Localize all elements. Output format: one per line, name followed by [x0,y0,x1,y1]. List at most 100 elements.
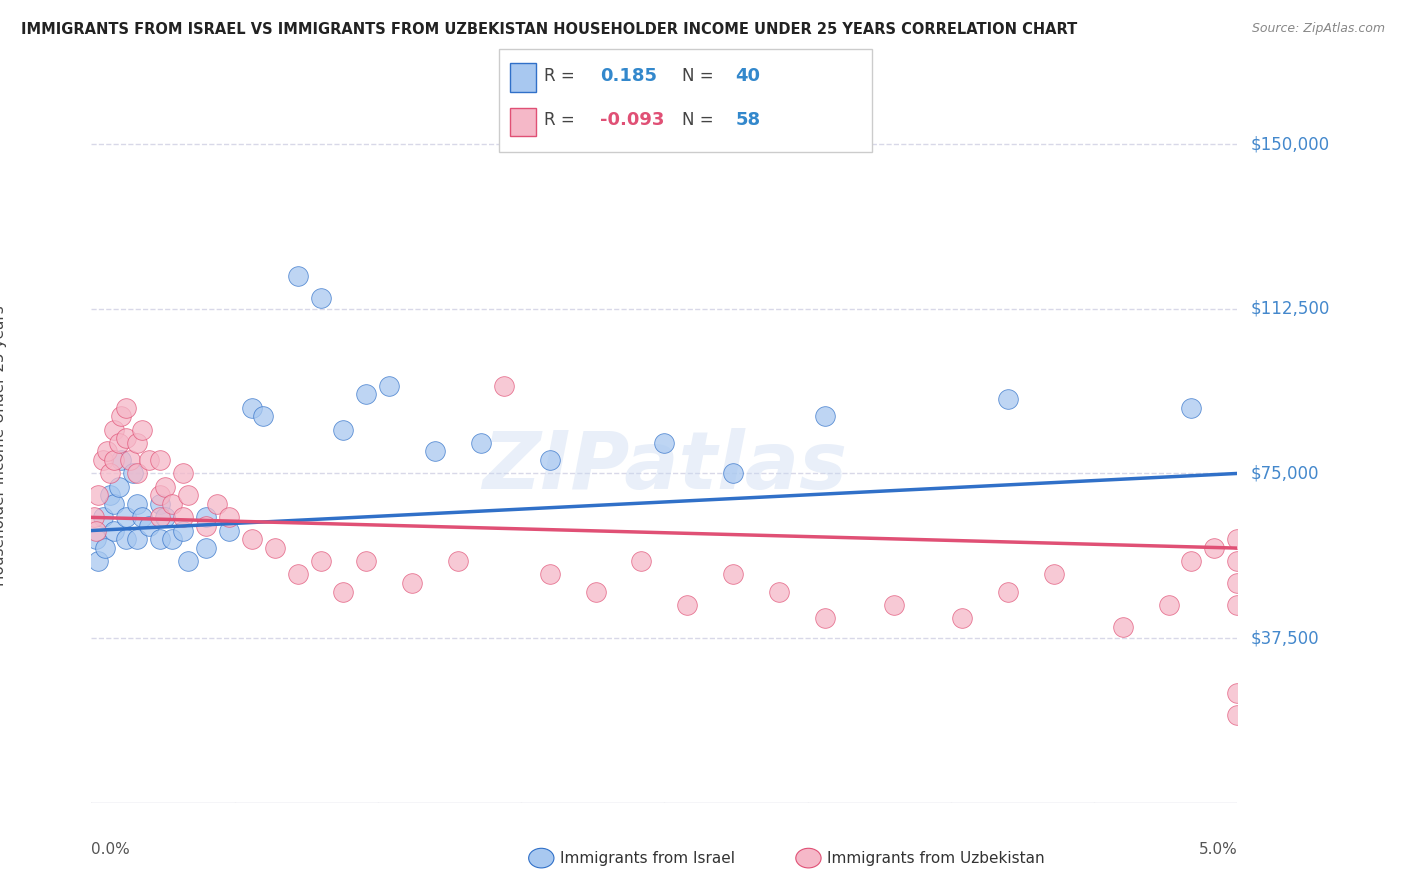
Point [149,510,172,524]
Point [1226,576,1249,591]
Text: 58: 58 [735,112,761,129]
Text: Immigrants from Israel: Immigrants from Israel [560,851,734,865]
Point [240,401,263,415]
Point [149,533,172,547]
Text: Source: ZipAtlas.com: Source: ZipAtlas.com [1251,22,1385,36]
Text: 0.0%: 0.0% [91,842,131,857]
Point [768,585,790,599]
Text: IMMIGRANTS FROM ISRAEL VS IMMIGRANTS FROM UZBEKISTAN HOUSEHOLDER INCOME UNDER 25: IMMIGRANTS FROM ISRAEL VS IMMIGRANTS FRO… [21,22,1077,37]
Text: $112,500: $112,500 [1251,300,1330,318]
Point [309,291,332,305]
Point [98,467,121,481]
Text: 40: 40 [735,67,761,85]
Point [87,488,110,502]
Point [309,554,332,568]
Point [121,467,143,481]
Point [103,497,125,511]
Point [492,378,515,392]
Point [127,467,149,481]
Point [287,567,309,582]
Point [721,467,744,481]
Text: Householder Income Under 25 years: Householder Income Under 25 years [0,306,7,586]
Point [585,585,607,599]
Point [1111,620,1133,634]
Text: N =: N = [682,112,713,129]
Point [332,585,354,599]
Point [103,524,125,538]
Point [120,453,142,467]
Point [538,453,561,467]
Point [1226,708,1249,723]
Point [1226,554,1249,568]
Point [538,567,561,582]
Point [114,431,136,445]
Point [1157,598,1180,612]
Point [131,423,153,437]
Point [470,435,492,450]
Text: R =: R = [544,67,575,85]
Point [447,554,470,568]
Point [287,268,309,283]
Text: -0.093: -0.093 [600,112,665,129]
Point [378,378,401,392]
Point [114,401,136,415]
Point [218,510,240,524]
Point [149,453,172,467]
Point [114,510,136,524]
Point [950,611,973,625]
Point [630,554,652,568]
Point [131,510,153,524]
Point [423,444,446,458]
Point [207,497,229,511]
Point [94,541,117,555]
Point [997,585,1019,599]
Point [127,533,149,547]
Point [160,497,183,511]
Point [814,409,837,424]
Point [96,444,118,458]
Text: N =: N = [682,67,713,85]
Point [108,480,131,494]
Point [110,409,132,424]
Point [997,392,1019,406]
Point [1043,567,1066,582]
Text: $37,500: $37,500 [1251,629,1320,647]
Point [194,541,217,555]
Point [1226,533,1249,547]
Point [103,453,125,467]
Point [138,519,160,533]
Point [1226,598,1249,612]
Point [127,435,149,450]
Text: Immigrants from Uzbekistan: Immigrants from Uzbekistan [827,851,1045,865]
Point [98,488,121,502]
Point [83,510,105,524]
Point [160,533,183,547]
Point [172,510,194,524]
Point [114,533,136,547]
Point [149,488,172,502]
Point [153,510,176,524]
Point [1180,554,1202,568]
Point [401,576,423,591]
Point [356,387,378,401]
Text: $75,000: $75,000 [1251,465,1319,483]
Point [194,510,217,524]
Point [84,524,107,538]
Point [252,409,274,424]
Point [1204,541,1226,555]
Text: $150,000: $150,000 [1251,135,1330,153]
Point [194,519,217,533]
Point [91,510,114,524]
Point [110,453,132,467]
Point [721,567,744,582]
Point [263,541,285,555]
Point [153,480,176,494]
Point [108,435,131,450]
Point [218,524,240,538]
Point [652,435,675,450]
Point [172,467,194,481]
Point [172,524,194,538]
Point [676,598,699,612]
Point [1226,686,1249,700]
Text: ZIPatlas: ZIPatlas [482,428,846,507]
